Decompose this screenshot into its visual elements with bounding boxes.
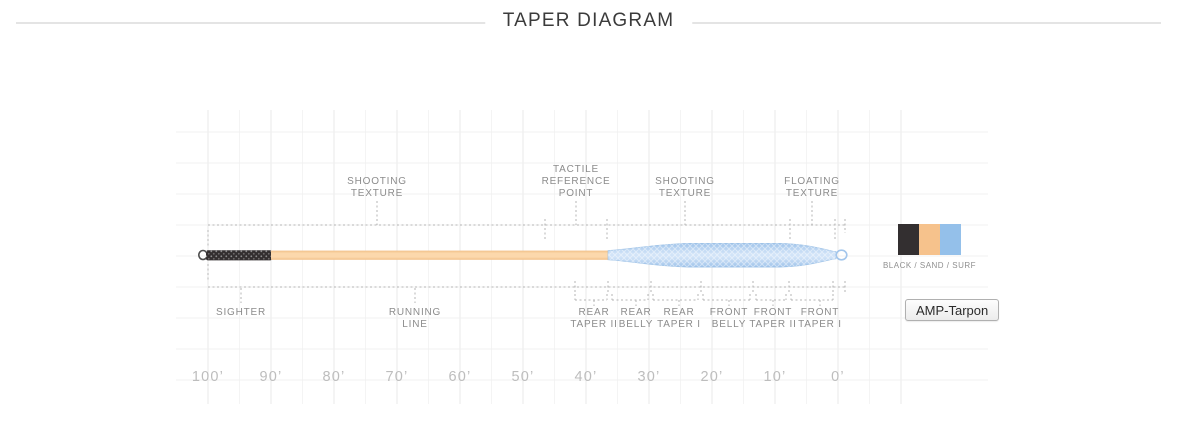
head-texture-overlay xyxy=(608,243,836,268)
product-button[interactable]: AMP-Tarpon xyxy=(905,299,1000,321)
swatch-black xyxy=(898,224,919,255)
axis-tick-label: 30’ xyxy=(638,369,661,385)
fly-line xyxy=(198,242,848,268)
top-label-floating-texture: FLOATING TEXTURE xyxy=(784,176,840,199)
bottom-label-line: BELLY xyxy=(712,319,746,330)
axis-tick-label: 90’ xyxy=(260,369,283,385)
bottom-label-rear-taper-ii: REAR TAPER II xyxy=(570,307,617,330)
axis-tick-label: 60’ xyxy=(449,369,472,385)
axis-tick-label: 100’ xyxy=(192,369,224,385)
swatch-surf xyxy=(940,224,961,255)
tip-loop xyxy=(835,249,848,261)
rear-loop xyxy=(198,249,209,261)
bottom-label-line: TAPER I xyxy=(657,319,701,330)
bottom-label-line: TAPER II xyxy=(749,319,796,330)
bottom-label-front-taper-i: FRONT TAPER I xyxy=(798,307,842,330)
bottom-label-rear-belly: REAR BELLY xyxy=(619,307,653,330)
axis-tick-label: 10’ xyxy=(764,369,787,385)
bottom-label-running-line: RUNNING LINE xyxy=(389,307,441,330)
axis-tick-label: 0’ xyxy=(831,369,845,385)
top-label-line: FLOATING xyxy=(784,176,840,187)
axis-tick-label: 50’ xyxy=(512,369,535,385)
bottom-label-line: RUNNING xyxy=(389,307,441,318)
bottom-label-line: TAPER I xyxy=(798,319,842,330)
top-label-line: REFERENCE xyxy=(542,176,611,187)
top-label-line: POINT xyxy=(559,188,594,199)
bottom-label-front-taper-ii: FRONT TAPER II xyxy=(749,307,796,330)
color-legend: BLACK / SAND / SURF xyxy=(869,224,990,270)
legend-caption: BLACK / SAND / SURF xyxy=(882,261,977,270)
bottom-label-line: LINE xyxy=(402,319,427,330)
top-label-tactile-reference-point: TACTILE REFERENCE POINT xyxy=(542,164,611,199)
top-label-line: TEXTURE xyxy=(351,188,403,199)
axis-tick-label: 70’ xyxy=(386,369,409,385)
top-label-shooting-texture: SHOOTING TEXTURE xyxy=(347,176,407,199)
bottom-label-front-belly: FRONT BELLY xyxy=(710,307,748,330)
bottom-label-line: TAPER II xyxy=(570,319,617,330)
axis-tick-label: 40’ xyxy=(575,369,598,385)
bottom-label-sighter: SIGHTER xyxy=(216,307,266,318)
bottom-label-line: REAR xyxy=(579,307,610,318)
bottom-label-line: SIGHTER xyxy=(216,307,266,318)
distance-axis: 100’ 90’ 80’ 70’ 60’ 50’ 40’ 30’ 20’ 10’ 0’ xyxy=(192,369,845,385)
bottom-label-line: BELLY xyxy=(619,319,653,330)
bottom-label-line: REAR xyxy=(621,307,652,318)
top-label-line: SHOOTING xyxy=(655,176,715,187)
page-title: TAPER DIAGRAM xyxy=(484,8,693,34)
top-label-shooting-texture: SHOOTING TEXTURE xyxy=(655,176,715,199)
legend-swatches xyxy=(869,224,990,255)
running-line-segment xyxy=(271,250,609,260)
sighter-segment xyxy=(206,250,272,261)
top-label-line: SHOOTING xyxy=(347,176,407,187)
bottom-label-rear-taper-i: REAR TAPER I xyxy=(657,307,701,330)
bottom-label-line: FRONT xyxy=(754,307,792,318)
bottom-label-line: FRONT xyxy=(710,307,748,318)
bottom-label-line: REAR xyxy=(664,307,695,318)
top-label-line: TACTILE xyxy=(553,164,599,175)
axis-tick-label: 20’ xyxy=(701,369,724,385)
top-label-line: TEXTURE xyxy=(659,188,711,199)
swatch-sand xyxy=(919,224,940,255)
axis-tick-label: 80’ xyxy=(323,369,346,385)
top-label-line: TEXTURE xyxy=(786,188,838,199)
leader-lines xyxy=(207,201,846,306)
bottom-label-line: FRONT xyxy=(801,307,839,318)
